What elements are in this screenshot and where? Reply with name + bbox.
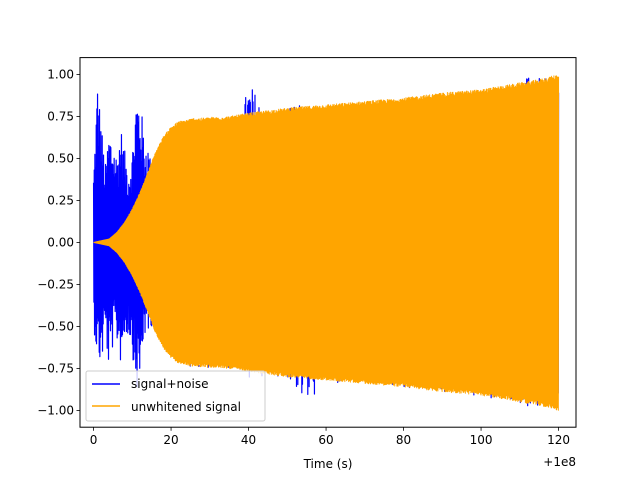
- y-tick-label: −1.00: [37, 403, 74, 417]
- series-layer: [92, 75, 560, 411]
- y-tick-label: −0.25: [37, 277, 74, 291]
- legend-label-unwhitened-signal: unwhitened signal: [131, 400, 241, 414]
- y-tick-label: 0.00: [47, 235, 74, 249]
- x-tick-label: 40: [241, 433, 256, 447]
- x-tick-label: 60: [318, 433, 333, 447]
- y-tick-label: 1.00: [47, 67, 74, 81]
- y-axis: −1.00 −0.75 −0.50 −0.25 0.00 0.25 0.50 0.75 1.00: [37, 67, 80, 417]
- y-tick-label: −0.50: [37, 319, 74, 333]
- x-tick-label: 120: [547, 433, 570, 447]
- x-axis: 0 20 40 60 80 100 120: [90, 427, 570, 447]
- y-tick-label: 0.75: [47, 109, 74, 123]
- y-tick-label: −0.75: [37, 361, 74, 375]
- legend-label-signal-noise: signal+noise: [131, 377, 208, 391]
- legend-box: [85, 370, 266, 422]
- y-tick-label: 0.25: [47, 193, 74, 207]
- x-offset-label: +1e8: [543, 455, 576, 469]
- x-tick-label: 80: [396, 433, 411, 447]
- x-tick-label: 0: [90, 433, 98, 447]
- x-tick-label: 20: [163, 433, 178, 447]
- x-axis-title: Time (s): [303, 457, 353, 471]
- legend: signal+noise unwhitened signal: [85, 370, 266, 422]
- x-tick-label: 100: [470, 433, 493, 447]
- series-line-unwhitened-signal: [93, 75, 560, 411]
- y-tick-label: 0.50: [47, 151, 74, 165]
